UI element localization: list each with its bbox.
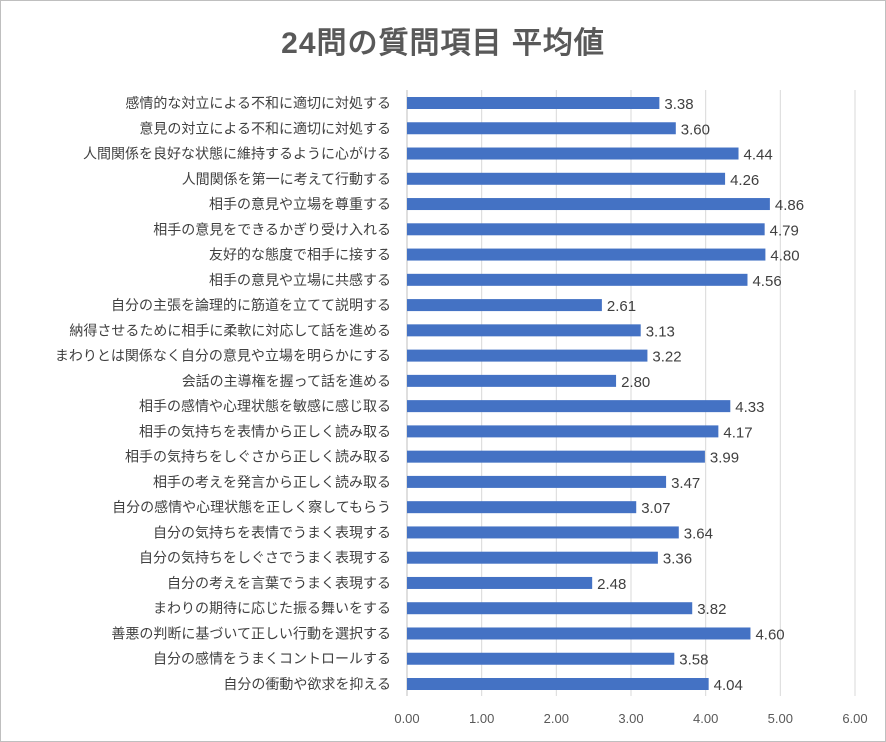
category-label: 相手の気持ちを表情から正しく読み取る: [139, 423, 391, 439]
bar: [407, 678, 709, 690]
category-label: 自分の主張を論理的に筋道を立てて説明する: [111, 297, 391, 313]
category-label: 相手の気持ちをしぐさから正しく読み取る: [125, 449, 391, 465]
x-tick-label: 4.00: [693, 711, 718, 726]
data-label: 4.86: [775, 197, 804, 214]
category-label: 相手の意見や立場を尊重する: [209, 196, 391, 212]
category-label: 相手の考えを発言から正しく読み取る: [153, 474, 391, 490]
category-label: 自分の感情をうまくコントロールする: [153, 651, 391, 667]
bar: [407, 122, 676, 135]
bar: [407, 172, 726, 185]
bar: [407, 349, 648, 362]
data-label: 3.36: [663, 551, 692, 568]
category-label: 相手の意見や立場に共感する: [209, 272, 391, 288]
x-tick-label: 0.00: [394, 711, 419, 726]
bar: [407, 450, 705, 463]
data-label: 4.26: [730, 172, 759, 189]
bar: [407, 576, 593, 589]
bar: [407, 198, 770, 211]
data-label: 3.82: [697, 601, 726, 618]
data-label: 3.60: [681, 121, 710, 138]
bar: [407, 501, 637, 514]
data-label: 3.38: [664, 96, 693, 113]
data-label: 4.04: [714, 677, 743, 694]
category-label: 相手の感情や心理状態を敏感に感じ取る: [139, 398, 391, 414]
bar: [407, 299, 602, 312]
category-label: 自分の気持ちを表情でうまく表現する: [153, 524, 391, 540]
x-tick-label: 2.00: [544, 711, 569, 726]
data-label: 3.22: [652, 349, 681, 366]
category-label: まわりの期待に応じた振る舞いをする: [153, 600, 391, 616]
bar: [407, 223, 765, 236]
chart-title: 24問の質問項目 平均値: [281, 27, 605, 60]
data-label: 4.79: [770, 222, 799, 239]
data-label: 2.61: [607, 298, 636, 315]
bar: [407, 602, 693, 615]
bar: [407, 652, 675, 665]
data-label: 3.99: [710, 450, 739, 467]
data-label: 2.48: [597, 576, 626, 593]
category-label: 会話の主導権を握って話を進める: [182, 373, 391, 389]
bar: [407, 374, 617, 387]
bar: [407, 475, 667, 488]
data-label: 4.33: [735, 399, 764, 416]
bar: [407, 551, 658, 564]
category-label: 善悪の判断に基づいて正しい行動を選択する: [111, 625, 391, 641]
category-label: 感情的な対立による不和に適切に対処する: [125, 95, 391, 111]
x-tick-label: 5.00: [768, 711, 793, 726]
data-label: 3.64: [684, 525, 713, 542]
x-tick-label: 1.00: [469, 711, 494, 726]
category-label: 自分の衝動や欲求を抑える: [223, 676, 391, 692]
category-label: 相手の意見をできるかぎり受け入れる: [153, 221, 391, 237]
bar: [407, 147, 739, 160]
category-label: まわりとは関係なく自分の意見や立場を明らかにする: [55, 348, 391, 364]
bar: [407, 248, 766, 261]
data-label: 4.56: [752, 273, 781, 290]
bar: [407, 273, 748, 286]
bar: [407, 526, 679, 539]
category-label: 友好的な態度で相手に接する: [209, 247, 391, 263]
bar: [407, 324, 641, 337]
category-label: 人間関係を良好な状態に維持するように心がける: [83, 146, 391, 162]
data-label: 3.13: [646, 323, 675, 340]
bar: [407, 400, 731, 413]
category-label: 自分の気持ちをしぐさでうまく表現する: [139, 550, 391, 566]
bar: [407, 425, 719, 438]
x-tick-label: 6.00: [842, 711, 867, 726]
category-label: 意見の対立による不和に適切に対処する: [139, 120, 391, 136]
category-label: 納得させるために相手に柔軟に対応して話を進める: [69, 322, 391, 338]
x-tick-label: 3.00: [618, 711, 643, 726]
data-label: 3.47: [671, 475, 700, 492]
data-label: 2.80: [621, 374, 650, 391]
data-label: 4.44: [744, 147, 773, 164]
data-label: 4.17: [723, 424, 752, 441]
bar: [407, 97, 660, 109]
category-label: 人間関係を第一に考えて行動する: [182, 171, 391, 187]
category-label: 自分の感情や心理状態を正しく察してもらう: [112, 499, 391, 515]
data-label: 4.60: [755, 626, 784, 643]
data-label: 4.80: [770, 248, 799, 265]
data-label: 3.58: [679, 652, 708, 669]
data-label: 3.07: [641, 500, 670, 517]
category-label: 自分の考えを言葉でうまく表現する: [167, 575, 391, 591]
bar: [407, 627, 751, 640]
